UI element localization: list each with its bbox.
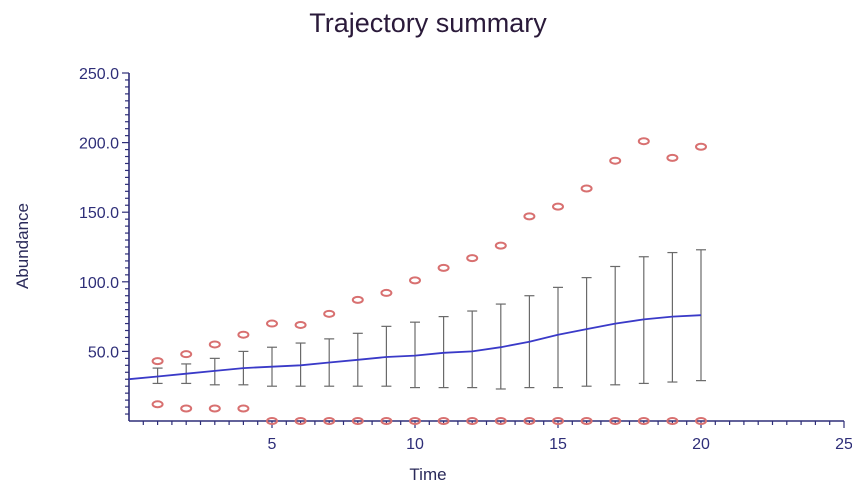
max-point <box>180 350 193 359</box>
y-tick-label: 100.0 <box>79 275 119 292</box>
y-tick-label: 50.0 <box>88 344 119 361</box>
min-point <box>466 417 479 425</box>
max-point <box>695 142 707 151</box>
min-point <box>294 417 307 425</box>
min-point <box>580 417 593 425</box>
max-point <box>666 153 679 162</box>
max-point <box>294 320 307 329</box>
x-axis-label: Time <box>409 465 446 484</box>
x-tick-label: 5 <box>268 436 277 453</box>
axes: 50.0 100.0 150.0 200.0 250.0 5 10 15 20 25 <box>79 66 852 453</box>
min-point <box>409 417 421 425</box>
min-point <box>180 404 193 413</box>
chart-title: Trajectory summary <box>309 8 547 38</box>
min-point <box>151 400 164 409</box>
max-point <box>580 184 593 193</box>
x-tick-label: 25 <box>835 436 852 453</box>
max-point <box>151 357 164 366</box>
max-point <box>266 319 278 328</box>
min-point <box>609 417 622 425</box>
min-point <box>380 417 393 425</box>
y-tick-label: 150.0 <box>79 205 119 222</box>
mean-line <box>128 314 702 381</box>
min-point <box>494 417 507 425</box>
min-point <box>437 417 450 425</box>
min-point <box>695 417 707 425</box>
x-tick-label: 20 <box>692 436 710 453</box>
max-point <box>351 295 364 304</box>
x-tick-label: 15 <box>549 436 567 453</box>
max-point <box>466 254 479 263</box>
max-point <box>637 137 650 146</box>
min-point <box>237 404 250 413</box>
min-point <box>523 417 536 425</box>
max-point <box>523 212 536 221</box>
max-point <box>208 340 221 349</box>
max-point <box>380 288 393 297</box>
max-point <box>494 241 507 250</box>
extreme-points <box>151 137 707 425</box>
x-tick-label: 10 <box>406 436 424 453</box>
max-point <box>552 202 564 211</box>
y-tick-label: 250.0 <box>79 66 119 83</box>
min-point <box>266 417 278 425</box>
mean-line-group <box>128 314 702 381</box>
max-point <box>409 276 421 285</box>
y-axis-label: Abundance <box>13 203 32 289</box>
max-point <box>237 330 250 339</box>
max-point <box>609 156 622 165</box>
y-tick-label: 200.0 <box>79 136 119 153</box>
min-point <box>637 417 650 425</box>
min-point <box>552 417 564 425</box>
min-point <box>351 417 364 425</box>
min-point <box>323 417 336 425</box>
max-point <box>437 263 450 272</box>
min-point <box>208 404 221 413</box>
min-point <box>666 417 679 425</box>
max-point <box>323 309 336 318</box>
